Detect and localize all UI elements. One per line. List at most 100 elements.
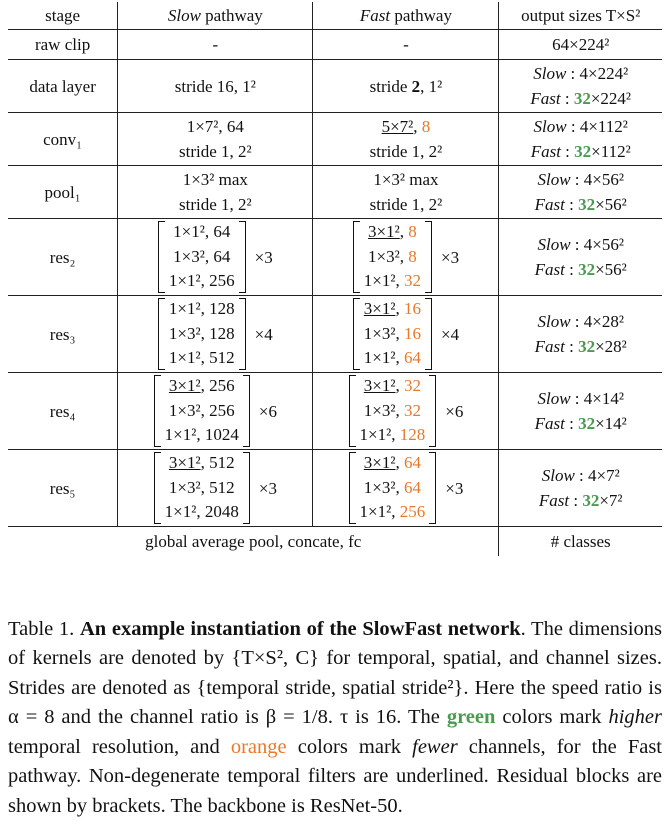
- caption-fewer: fewer: [412, 735, 458, 758]
- residual-bracket: 1×1², 128 1×3², 128 1×1², 512: [157, 297, 246, 371]
- residual-bracket: 3×1², 64 1×3², 64 1×1², 256: [348, 451, 437, 525]
- out-slow-label: Slow: [537, 170, 571, 189]
- header-fast-it: Fast: [359, 6, 391, 25]
- slow-conv1: 1×7², 64 stride 1, 2²: [117, 112, 314, 166]
- table-row-data-layer: data layer stride 16, 1² stride 2, 1² Sl…: [8, 59, 662, 113]
- out-pool1: Slow : 4×56² Fast : 32×56²: [498, 165, 662, 219]
- fast-data-bold: 2: [411, 76, 421, 96]
- stage-res4: res₄: [8, 372, 119, 450]
- table-row-pool1: pool₁ 1×3² max stride 1, 2² 1×3² max str…: [8, 165, 662, 219]
- out-slow-val: : 4×28²: [570, 312, 624, 331]
- caption-green-word: green: [446, 706, 496, 728]
- fast-res2-c1: 8: [408, 222, 417, 242]
- slow-res4-mult: ×6: [258, 401, 277, 421]
- out-fast-pre: :: [564, 260, 579, 279]
- caption-higher: higher: [608, 706, 662, 728]
- fast-res3-k2: 1×3²: [363, 323, 396, 343]
- caption-title: An example instantiation of the SlowFast…: [79, 617, 521, 640]
- fast-res3-mult: ×4: [440, 324, 460, 344]
- fast-data-post: , 1²: [420, 76, 443, 96]
- fast-res5-mult: ×3: [445, 478, 464, 498]
- slow-res4: 3×1², 256 1×3², 256 1×1², 1024 ×6: [117, 372, 314, 450]
- out-fast-post: ×14²: [595, 414, 627, 433]
- out-res2: Slow : 4×56² Fast : 32×56²: [498, 218, 662, 296]
- fast-data-pre: stride: [369, 76, 412, 96]
- out-fast-label: Fast: [538, 491, 570, 510]
- fast-res2-c3: 32: [403, 271, 421, 291]
- residual-bracket: 3×1², 512 1×3², 512 1×1², 2048: [153, 451, 251, 525]
- stage-pool1: pool₁: [8, 165, 119, 219]
- stage-data-layer: data layer: [8, 59, 119, 113]
- slow-res5-mult: ×3: [258, 478, 277, 498]
- fast-data-layer: stride 2, 1²: [312, 59, 500, 113]
- slow-res5-c2: 512: [209, 477, 235, 497]
- out-fast-label: Fast: [534, 337, 565, 356]
- out-fast-post: ×28²: [595, 337, 627, 356]
- fast-res3: 3×1², 16 1×3², 16 1×1², 64 ×4: [312, 295, 500, 373]
- fast-pool1: 1×3² max stride 1, 2²: [312, 165, 500, 219]
- out-slow-val: : 4×56²: [570, 170, 624, 189]
- fast-res5-c2: 64: [403, 477, 421, 497]
- fast-res3-k3: 1×1²: [363, 348, 396, 368]
- slow-res4-c3: 1024: [204, 425, 239, 445]
- out-fast-label: Fast: [534, 414, 565, 433]
- fast-res5-k3: 1×1²: [359, 502, 392, 522]
- out-fast-pre: :: [564, 337, 579, 356]
- fast-res5: 3×1², 64 1×3², 64 1×1², 256 ×3: [312, 449, 500, 527]
- fast-res2-c2: 8: [408, 246, 417, 266]
- slow-pool1-line2: stride 1, 2²: [179, 195, 252, 214]
- slow-res2: 1×1², 64 1×3², 64 1×1², 256 ×3: [117, 218, 314, 296]
- out-raw-clip: 64×224²: [498, 29, 662, 60]
- slow-res5: 3×1², 512 1×3², 512 1×1², 2048 ×3: [117, 449, 314, 527]
- header-slow-rest: pathway: [200, 6, 263, 25]
- out-slow-label: Slow: [537, 235, 571, 254]
- slow-res5-k2: 1×3²: [168, 477, 201, 497]
- slow-res5-k1: 3×1²: [168, 453, 201, 473]
- fast-res3-c2: 16: [403, 323, 421, 343]
- residual-bracket: 3×1², 32 1×3², 32 1×1², 128: [348, 374, 437, 448]
- fast-res5-c3: 256: [399, 502, 426, 522]
- out-data-layer: Slow : 4×224² Fast : 32×224²: [498, 59, 662, 113]
- fast-conv1-channels: 8: [421, 117, 431, 136]
- out-fast-pre: :: [564, 414, 579, 433]
- out-slow-val: : 4×7²: [574, 466, 620, 485]
- fast-conv1: 5×7², 8 stride 1, 2²: [312, 112, 500, 166]
- residual-bracket: 3×1², 256 1×3², 256 1×1², 1024: [153, 374, 251, 448]
- out-slow-val: : 4×56²: [570, 235, 624, 254]
- table-row-conv1: conv₁ 1×7², 64 stride 1, 2² 5×7², 8 stri…: [8, 112, 662, 166]
- out-fast-green: 32: [578, 195, 596, 214]
- fast-res4-mult: ×6: [445, 401, 464, 421]
- caption-orange-word: orange: [230, 735, 287, 758]
- fast-res4-c2: 32: [403, 400, 421, 420]
- out-slow-label: Slow: [533, 64, 567, 83]
- table-row-res5: res₅ 3×1², 512 1×3², 512 1×1², 2048 ×3 3…: [8, 449, 662, 527]
- out-slow-label: Slow: [537, 389, 571, 408]
- caption-text-5: channels, for the Fast pathway. Non-dege…: [8, 735, 662, 817]
- slow-res4-c1: 256: [209, 376, 235, 396]
- out-fast-label: Fast: [534, 260, 565, 279]
- out-res5: Slow : 4×7² Fast : 32×7²: [498, 449, 662, 527]
- fast-res4-c3: 128: [399, 425, 426, 445]
- header-slow: Slow pathway: [117, 2, 314, 30]
- slow-res3-mult: ×4: [254, 324, 273, 344]
- slow-res4-c2: 256: [209, 400, 235, 420]
- header-output: output sizes T×S²: [498, 2, 662, 30]
- out-fast-post: ×7²: [599, 491, 623, 510]
- fast-raw-clip: -: [312, 29, 500, 60]
- out-fast-pre: :: [560, 89, 574, 108]
- out-fast-post: ×224²: [590, 89, 632, 108]
- out-fast-green: 32: [578, 414, 596, 433]
- header-stage: stage: [8, 2, 119, 30]
- slow-res4-k1: 3×1²: [168, 376, 201, 396]
- fast-res2-k2: 1×3²: [368, 246, 400, 266]
- header-slow-it: Slow: [167, 6, 201, 25]
- out-fast-green: 32: [573, 89, 591, 108]
- out-slow-val: : 4×14²: [570, 389, 624, 408]
- table-row-final: global average pool, concate, fc # class…: [8, 526, 662, 556]
- fast-conv1-sep: ,: [413, 117, 422, 136]
- slow-res2-l3: 1×1², 256: [168, 271, 235, 291]
- table-row-res3: res₃ 1×1², 128 1×3², 128 1×1², 512 ×4 3×…: [8, 295, 662, 373]
- slow-res4-k3: 1×1²: [164, 425, 197, 445]
- out-fast-post: ×112²: [591, 142, 631, 161]
- final-right: # classes: [550, 532, 611, 551]
